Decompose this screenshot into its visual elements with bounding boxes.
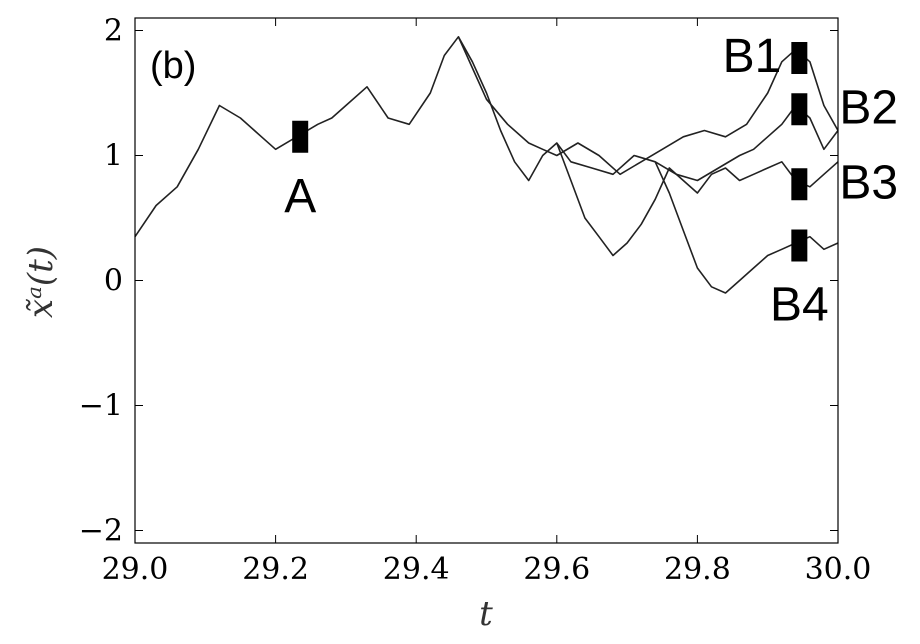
series-line-4 <box>654 161 839 294</box>
x-tick-label: 29.0 <box>102 552 169 587</box>
markers: A B1 B2 B3 B4 <box>284 30 898 332</box>
marker-label-b3: B3 <box>839 156 898 209</box>
panel-label: (b) <box>150 45 196 87</box>
marker-label-b2: B2 <box>839 81 898 134</box>
x-tick-label: 29.4 <box>383 552 450 587</box>
series-line-1 <box>134 36 839 238</box>
y-tick-label: −2 <box>79 514 123 549</box>
y-tick-label: 0 <box>104 264 123 299</box>
marker-b1 <box>791 42 808 74</box>
series-line-2 <box>457 36 839 182</box>
marker-label-b4: B4 <box>770 279 829 332</box>
x-axis-label: t <box>479 594 493 634</box>
y-axis-label: x̃ᵃ(t) <box>21 246 61 318</box>
marker-label-a: A <box>284 170 316 223</box>
marker-label-b1: B1 <box>723 30 782 83</box>
marker-b4 <box>791 229 808 262</box>
x-tick-label: 29.8 <box>664 552 731 587</box>
series-line-3 <box>556 142 839 257</box>
marker-b3 <box>791 168 808 201</box>
plot-lines <box>134 36 839 294</box>
marker-b2 <box>791 93 808 126</box>
y-tick-label: 2 <box>104 14 123 49</box>
x-tick-label: 29.6 <box>523 552 590 587</box>
x-tick-label: 30.0 <box>805 552 872 587</box>
marker-a <box>292 120 309 153</box>
y-tick-label: −1 <box>79 389 123 424</box>
plot-frame <box>134 17 839 544</box>
y-tick-label: 1 <box>104 139 123 174</box>
x-tick-label: 29.2 <box>242 552 309 587</box>
axis-ticks: 29.0 29.2 29.4 29.6 29.8 30.0 −2 −1 0 1 2 <box>79 14 872 588</box>
